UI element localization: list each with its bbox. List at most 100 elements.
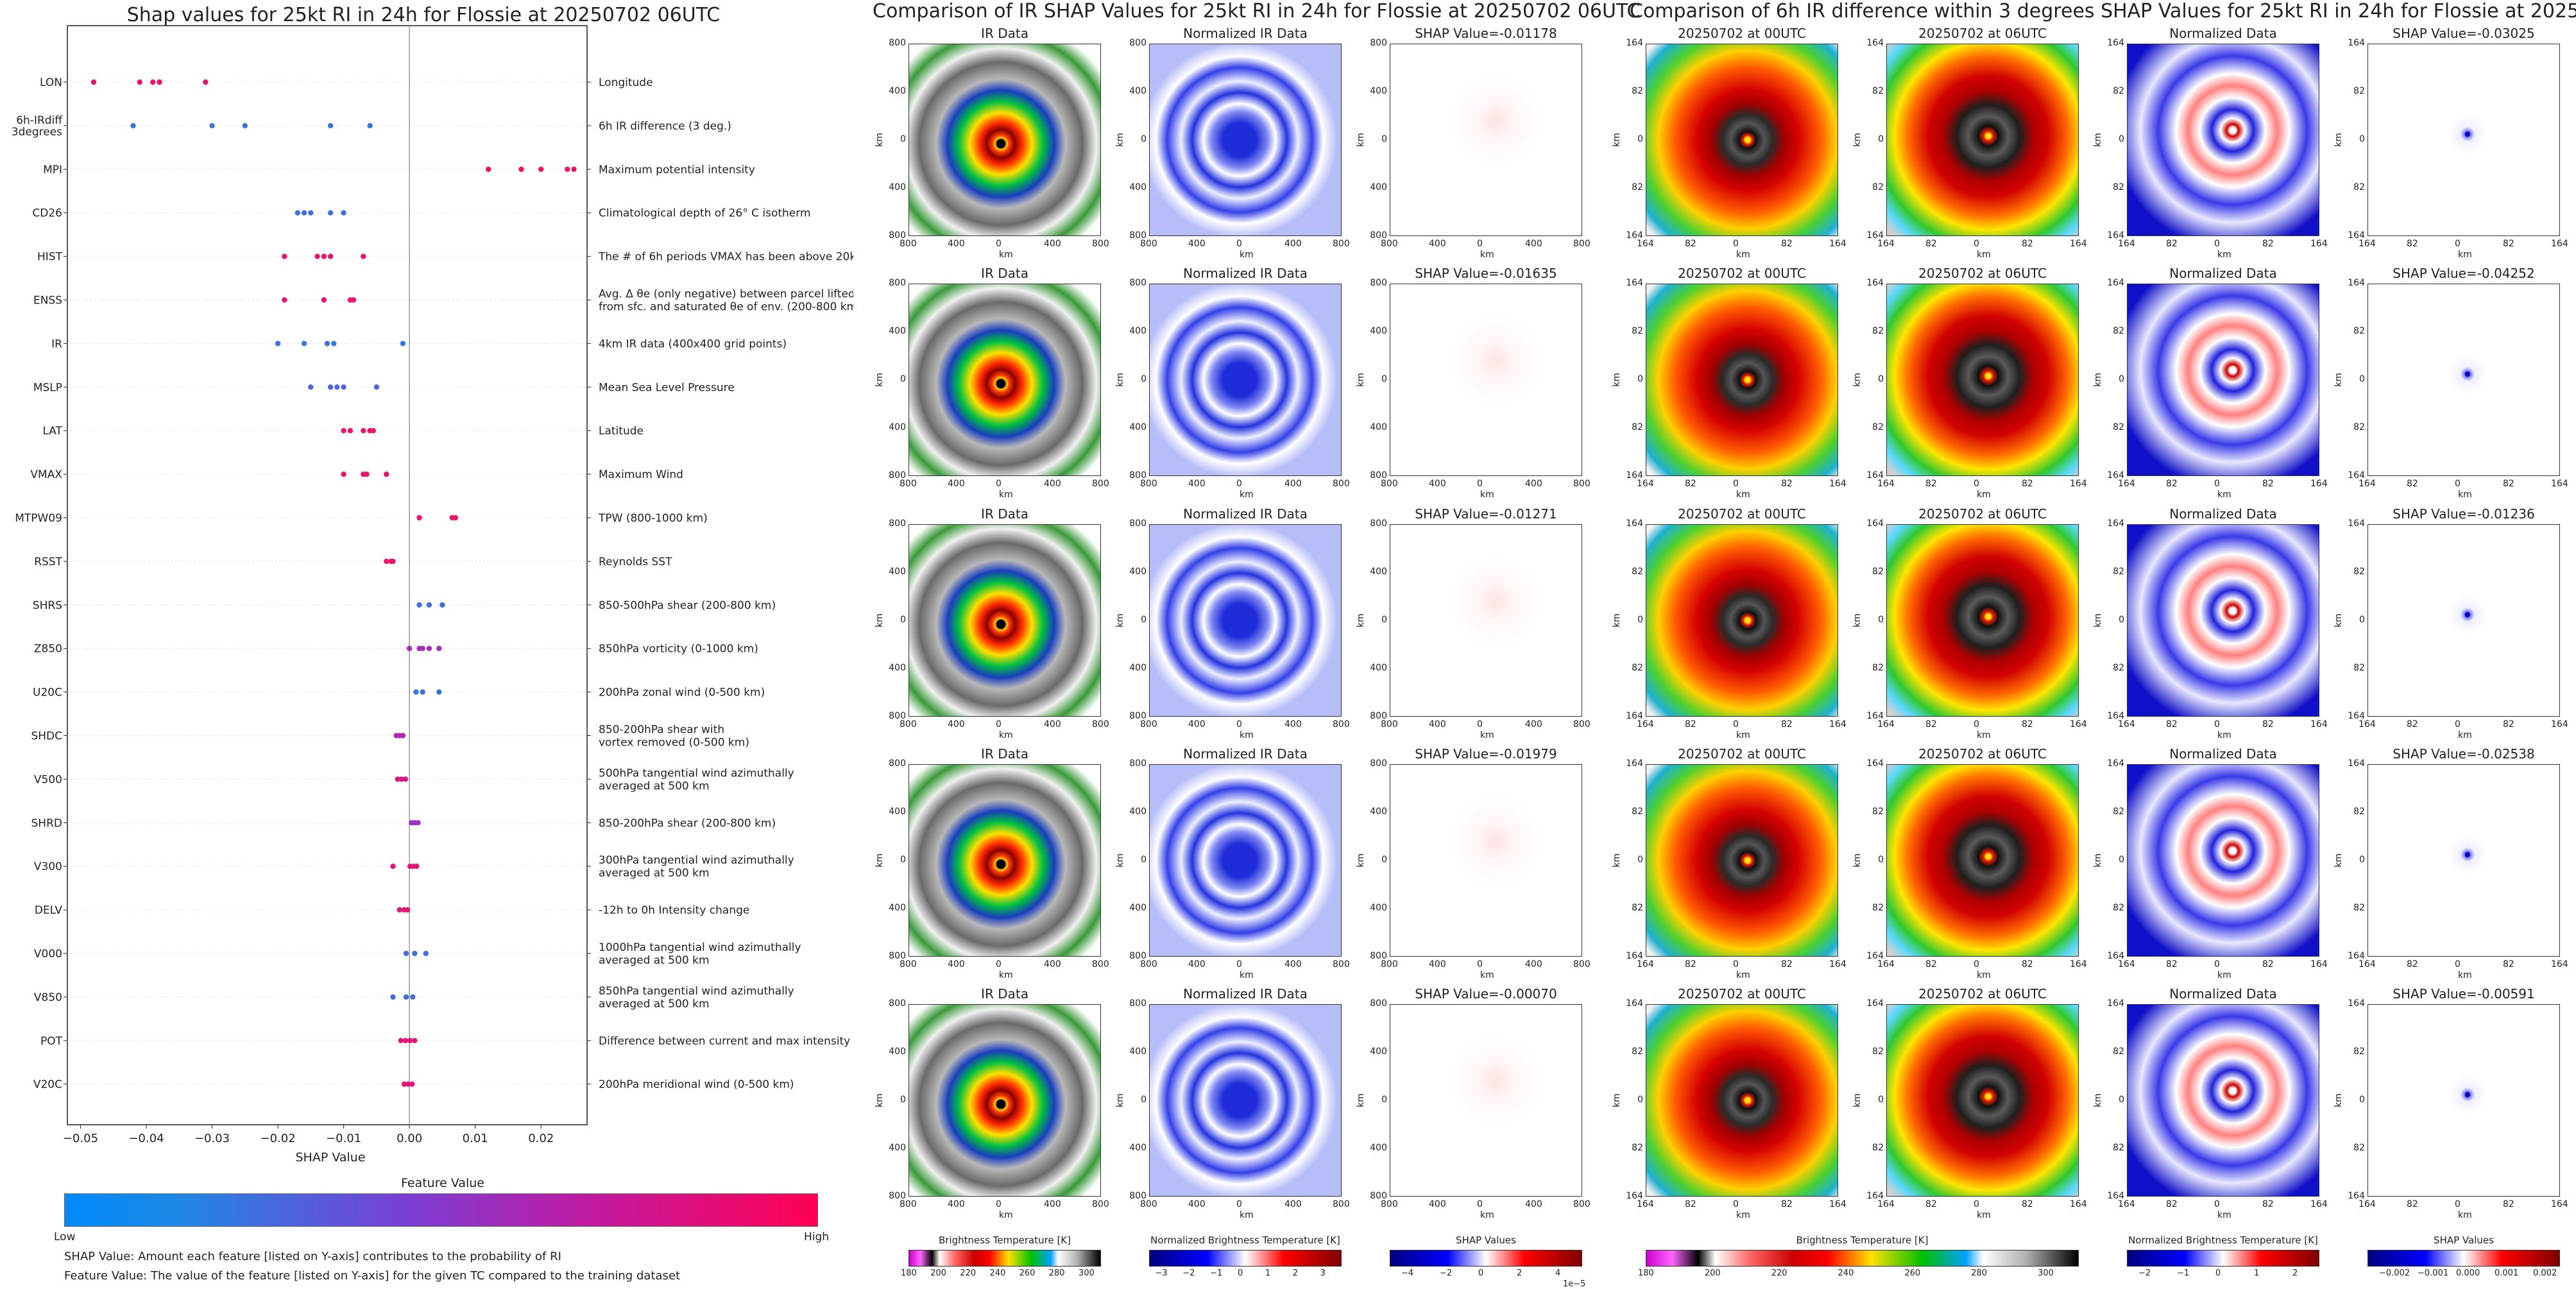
ytick-label: 82 — [1632, 807, 1643, 817]
xtick-label: 0 — [996, 1199, 1002, 1209]
ytick-label: 82 — [1872, 1046, 1884, 1057]
ytick-label: 164 — [1626, 230, 1643, 241]
xtick-label: 164 — [1829, 959, 1847, 969]
shap-point — [412, 1037, 418, 1044]
xtick-label: 800 — [1573, 479, 1591, 489]
shap-point — [137, 79, 142, 85]
xtick-label: 400 — [1429, 959, 1446, 969]
xtick-label: 400 — [1429, 239, 1446, 249]
ytick-label: 400 — [1370, 182, 1387, 192]
xaxis-label: km — [1977, 490, 1991, 500]
ytick-label: 82 — [2113, 663, 2124, 673]
legend-title: Feature Value — [400, 1176, 484, 1190]
xtick-label: 164 — [1877, 959, 1895, 969]
yaxis-label: km — [2092, 1093, 2103, 1107]
xtick-label: 0 — [2214, 719, 2220, 730]
ytick-label: 164 — [1626, 278, 1643, 288]
ytick-label: 0 — [1141, 134, 1147, 144]
shap-point — [384, 471, 389, 477]
ytick-label: 82 — [1632, 422, 1643, 432]
ytick-label: 82 — [1632, 326, 1643, 336]
normalized-ir-title: Normalized IR Data — [1183, 746, 1308, 762]
xtick-label: 82 — [1781, 719, 1793, 730]
xtick-label: 400 — [948, 959, 965, 969]
xtick-label: 0 — [2455, 479, 2461, 489]
shap-point — [439, 602, 445, 608]
ytick-label: 800 — [889, 230, 906, 241]
colorbar-tick-label: 240 — [989, 1268, 1006, 1278]
xtick-label: 164 — [1877, 479, 1895, 489]
xaxis-label: km — [1736, 730, 1750, 740]
shap-point — [308, 384, 314, 390]
feature-code-label: LAT — [42, 425, 62, 438]
feature-code-label: IR — [51, 337, 62, 350]
yaxis-label: km — [2092, 133, 2103, 147]
yaxis-label: km — [874, 613, 885, 627]
shap-point — [412, 950, 418, 957]
xaxis-label: km — [1977, 1210, 1991, 1220]
xtick-label: 800 — [1140, 719, 1157, 730]
xtick-label: 800 — [1092, 479, 1109, 489]
ytick-label: 400 — [889, 567, 906, 577]
xtick-label: 164 — [2310, 239, 2328, 249]
xtick-label: 0 — [996, 719, 1002, 730]
ytick-label: 0 — [2359, 374, 2365, 384]
shap-point — [301, 341, 307, 346]
colorbar-tick-label: 1 — [2254, 1268, 2260, 1278]
irdiff-shap-colorbar-label: SHAP Values — [2434, 1234, 2494, 1246]
irdiff-shap-panel — [2367, 524, 2560, 717]
ytick-label: 0 — [2359, 134, 2365, 144]
shap-point — [314, 253, 320, 259]
ytick-label: 800 — [889, 38, 906, 48]
ytick-label: 400 — [1370, 567, 1387, 577]
xtick-label: 0 — [1236, 239, 1242, 249]
yaxis-label: km — [1852, 853, 1863, 867]
xaxis-label: km — [1977, 250, 1991, 260]
xtick-label: 400 — [948, 719, 965, 730]
xtick-label: 400 — [1188, 239, 1206, 249]
feature-description-label: -12h to 0h Intensity change — [599, 904, 749, 917]
shap-point — [401, 1081, 407, 1087]
yaxis-label: km — [874, 373, 885, 387]
ytick-label: 82 — [1632, 903, 1643, 913]
xtick-label: 164 — [2551, 959, 2568, 969]
ytick-label: 800 — [1129, 230, 1147, 241]
ytick-label: 0 — [900, 374, 906, 384]
shap-point — [327, 210, 334, 216]
legend-high-label: High — [804, 1231, 830, 1243]
irdiff-06utc-panel — [1886, 524, 2079, 717]
feature-description-label: Reynolds SST — [599, 556, 672, 568]
xtick-label: 82 — [2503, 1199, 2514, 1209]
xaxis-label: km — [2217, 1210, 2231, 1220]
ytick-label: 164 — [1866, 951, 1884, 961]
xtick-label: 400 — [1188, 959, 1206, 969]
xtick-label: 82 — [2407, 239, 2418, 249]
xtick-label: 82 — [2022, 239, 2033, 249]
xtick-label: 164 — [2070, 479, 2087, 489]
xtick-label: 400 — [1429, 1199, 1446, 1209]
yaxis-label: km — [2092, 373, 2103, 387]
xtick-label: 164 — [2310, 719, 2328, 730]
ytick-label: 400 — [1370, 1143, 1387, 1153]
xtick-label: 0.01 — [463, 1132, 488, 1145]
shap-point — [403, 950, 409, 957]
xtick-label: 400 — [1525, 1199, 1542, 1209]
xtick-label: −0.01 — [326, 1132, 361, 1145]
ytick-label: 164 — [2107, 998, 2124, 1009]
ytick-label: 400 — [1129, 86, 1147, 96]
feature-description-label: Climatological depth of 26° C isotherm — [599, 207, 811, 220]
footnote-shap: SHAP Value: Amount each feature [listed … — [64, 1250, 561, 1263]
shap-point — [308, 210, 314, 216]
ir-normalized-colorbar-label: Normalized Brightness Temperature [K] — [1150, 1234, 1340, 1246]
xtick-label: 800 — [1333, 1199, 1350, 1209]
xaxis-label: km — [999, 1210, 1013, 1220]
xtick-label: 400 — [1429, 719, 1446, 730]
feature-code-label: SHDC — [31, 730, 62, 743]
xtick-label: 0 — [1974, 479, 1979, 489]
xtick-label: 164 — [2070, 719, 2087, 730]
xaxis-label: km — [999, 250, 1013, 260]
xtick-label: 82 — [2022, 719, 2033, 730]
xtick-label: 400 — [1044, 719, 1061, 730]
yaxis-label: km — [1355, 373, 1366, 387]
shap-point — [384, 558, 389, 565]
